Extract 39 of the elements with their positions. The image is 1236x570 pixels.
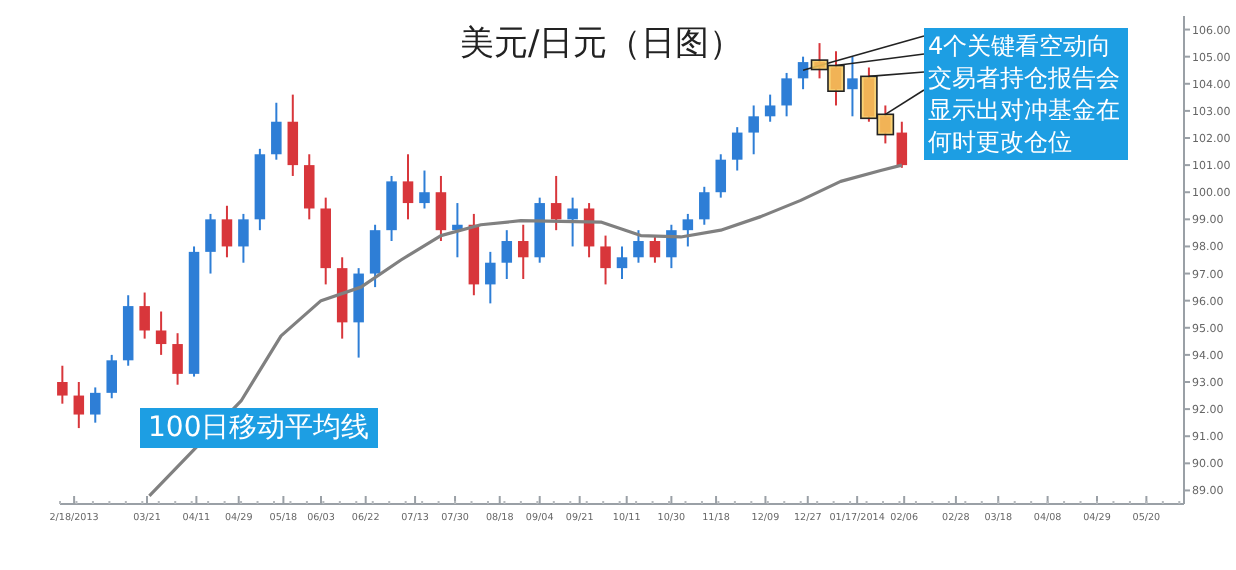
candlestick [271, 101, 282, 161]
candlestick [847, 55, 858, 118]
candlestick [501, 229, 513, 280]
candlestick [90, 386, 101, 424]
candlestick [221, 204, 233, 259]
candlestick [633, 229, 644, 264]
candlestick [567, 196, 578, 248]
candlestick [238, 212, 249, 264]
candlestick [57, 364, 68, 405]
candlestick [172, 332, 183, 386]
candlestick [419, 169, 430, 210]
candlestick [402, 153, 414, 221]
annotation: 4个关键看空动向交易者持仓报告会显示出对冲基金在何时更改仓位 [924, 28, 1128, 160]
candlestick [155, 310, 167, 356]
candlestick [781, 71, 792, 118]
candlestick [764, 93, 776, 123]
candlestick [666, 223, 677, 270]
candlestick [139, 291, 150, 340]
candlestick [600, 234, 611, 286]
candlestick [616, 245, 628, 280]
candlestick [485, 250, 496, 305]
candlestick [699, 185, 710, 226]
candlestick [287, 93, 299, 177]
candlestick [896, 120, 908, 169]
candlestick [369, 223, 381, 289]
candlestick [73, 381, 85, 430]
candlestick [435, 174, 447, 243]
candlestick [748, 104, 759, 156]
candlestick [649, 234, 661, 264]
candlestick [715, 153, 727, 199]
candlestick [550, 174, 562, 232]
candlestick [303, 153, 315, 221]
candlestick [517, 223, 529, 280]
candlestick [682, 212, 694, 248]
chart-title: 美元/日元（日图） [460, 22, 744, 66]
candlestick [731, 126, 743, 172]
series-label: 100日移动平均线 [140, 408, 378, 448]
candlestick [205, 212, 216, 275]
candlestick [106, 353, 117, 400]
